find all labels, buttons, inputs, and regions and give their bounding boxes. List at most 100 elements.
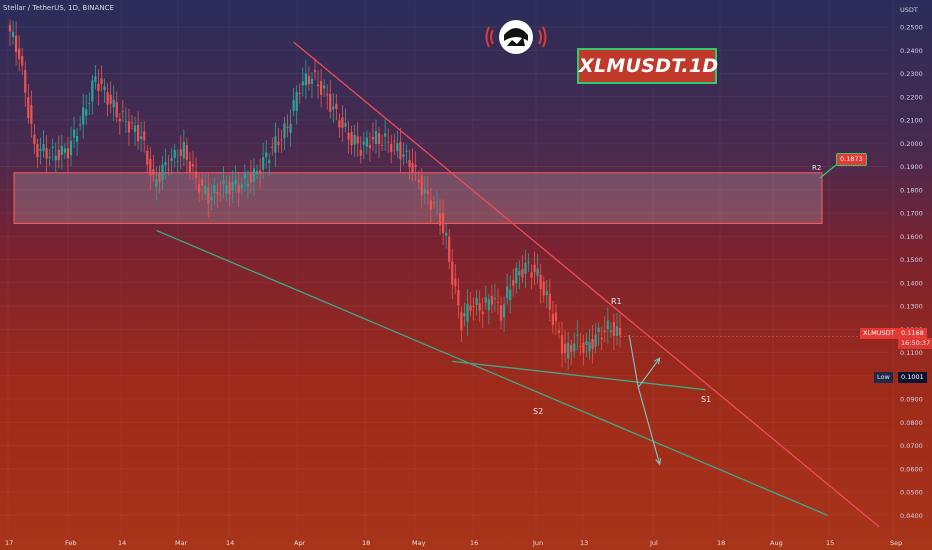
candle-body xyxy=(381,144,384,146)
candle-body xyxy=(503,304,506,318)
time-tick: 18 xyxy=(362,539,370,547)
candle-body xyxy=(484,297,487,303)
candle-body xyxy=(127,121,131,133)
candle-body xyxy=(515,268,518,284)
candle-body xyxy=(103,86,106,90)
candle-body xyxy=(335,103,338,109)
candle-body xyxy=(33,134,36,144)
candle-body xyxy=(435,201,439,203)
candle-body xyxy=(405,150,408,152)
candle-body xyxy=(66,148,70,159)
candle-body xyxy=(213,184,216,194)
candle-body xyxy=(194,171,198,178)
candle-body xyxy=(231,182,234,191)
candle-body xyxy=(466,303,469,322)
candle-body xyxy=(350,132,353,146)
candle-body xyxy=(451,261,454,285)
time-tick: 18 xyxy=(717,539,725,547)
price-tick: 0.2400 xyxy=(900,47,923,55)
candle-body xyxy=(442,213,445,234)
candle-body xyxy=(603,330,606,333)
candle-body xyxy=(167,169,170,171)
candle-body xyxy=(615,326,619,336)
countdown-badge: 16:50:37 xyxy=(898,338,932,349)
candle-body xyxy=(216,191,219,195)
candle-body xyxy=(490,295,493,305)
candle-body xyxy=(118,118,121,122)
candle-body xyxy=(8,24,12,32)
candle-body xyxy=(499,305,503,321)
price-tick: 0.2200 xyxy=(900,93,923,101)
trendline-s2 xyxy=(156,229,828,516)
price-tick: 0.0700 xyxy=(900,442,923,450)
candle-body xyxy=(460,312,463,331)
time-tick: 14 xyxy=(226,539,234,547)
candle-body xyxy=(582,343,585,353)
candle-body xyxy=(57,149,60,160)
candle-body xyxy=(185,145,188,160)
candle-body xyxy=(222,180,225,185)
price-tick: 0.1300 xyxy=(900,303,923,311)
candle-body xyxy=(48,157,51,158)
candles xyxy=(8,19,622,370)
price-tick: 0.0500 xyxy=(900,489,923,497)
candle-body xyxy=(146,150,149,165)
s1-label: S1 xyxy=(701,395,711,404)
candle-body xyxy=(11,31,15,37)
candle-body xyxy=(304,73,307,86)
candle-body xyxy=(63,148,66,153)
candle-body xyxy=(39,149,42,151)
candle-body xyxy=(164,162,167,166)
candle-body xyxy=(533,264,536,273)
candle-body xyxy=(445,232,448,236)
candle-body xyxy=(24,70,27,93)
candle-body xyxy=(140,136,143,140)
candle-body xyxy=(115,102,118,118)
low-label-badge: Low xyxy=(874,372,893,383)
candle-body xyxy=(420,175,423,196)
candle-body xyxy=(301,81,304,86)
candle-body xyxy=(384,133,387,137)
candle-body xyxy=(97,83,100,91)
astronaut-logo-icon xyxy=(485,20,547,54)
candle-body xyxy=(432,202,436,204)
candle-body xyxy=(112,99,115,108)
time-tick: Aug xyxy=(770,539,783,547)
candle-body xyxy=(143,131,146,141)
candle-body xyxy=(36,143,39,158)
candle-body xyxy=(243,173,246,179)
candle-body xyxy=(338,120,341,128)
candle-body xyxy=(396,143,399,152)
candle-body xyxy=(42,144,45,152)
time-tick: Feb xyxy=(65,539,77,547)
time-tick: Apr xyxy=(294,539,306,547)
candle-body xyxy=(509,289,512,301)
candle-body xyxy=(594,334,597,347)
candle-body xyxy=(518,271,521,276)
candle-body xyxy=(448,236,451,262)
candle-body xyxy=(521,269,524,278)
candle-body xyxy=(548,293,551,310)
candle-body xyxy=(91,80,94,102)
candle-body xyxy=(124,121,127,123)
price-tick: 0.1700 xyxy=(900,210,923,218)
candle-body xyxy=(478,303,481,311)
candle-body xyxy=(542,281,545,296)
candle-body xyxy=(387,142,390,143)
candle-body xyxy=(438,213,442,226)
price-unit: USDT xyxy=(900,6,918,14)
candle-body xyxy=(262,157,265,170)
candle-body xyxy=(265,152,268,158)
candle-body xyxy=(326,94,329,96)
candle-body xyxy=(545,291,548,296)
candle-body xyxy=(234,179,237,185)
candle-body xyxy=(600,337,603,340)
price-tick: 0.1600 xyxy=(900,233,923,241)
candle-body xyxy=(506,286,509,299)
candle-body xyxy=(88,102,91,104)
candle-body xyxy=(182,142,185,159)
last-price-badge: 0.1168 xyxy=(898,328,927,339)
price-tick: 0.2000 xyxy=(900,140,923,148)
